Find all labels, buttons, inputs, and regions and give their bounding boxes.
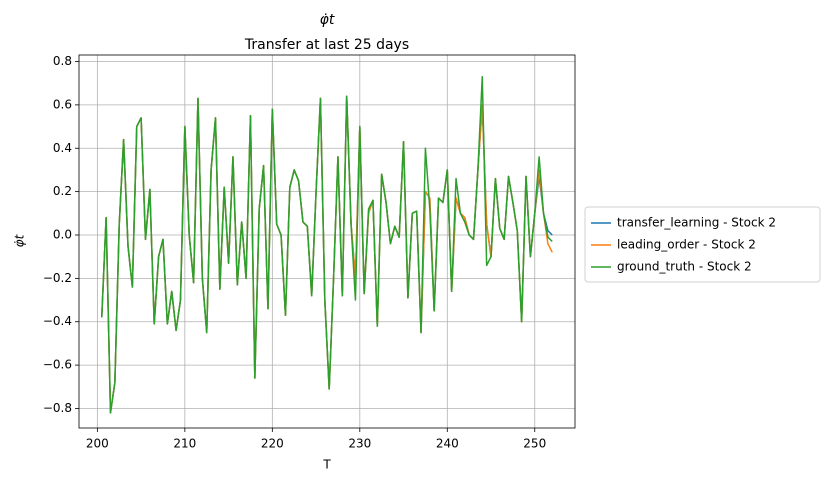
x-axis-label: T bbox=[322, 458, 331, 472]
x-tick-label: 240 bbox=[436, 437, 459, 451]
y-tick-label: 0.8 bbox=[53, 54, 72, 68]
x-tick-label: 210 bbox=[173, 437, 196, 451]
y-axis-label: φ̇t bbox=[13, 233, 27, 247]
legend-label: leading_order - Stock 2 bbox=[617, 238, 756, 252]
legend-label: ground_truth - Stock 2 bbox=[617, 260, 752, 274]
y-tick-label: 0.6 bbox=[53, 97, 72, 111]
legend-box bbox=[584, 206, 821, 283]
plot-frame bbox=[78, 54, 576, 429]
y-tick-label: −0.8 bbox=[43, 401, 72, 415]
x-tick-label: 200 bbox=[86, 437, 109, 451]
y-tick-label: −0.6 bbox=[43, 358, 72, 372]
y-tick-label: −0.4 bbox=[43, 314, 72, 328]
y-tick-label: −0.2 bbox=[43, 271, 72, 285]
x-tick-label: 230 bbox=[348, 437, 371, 451]
x-tick-label: 220 bbox=[261, 437, 284, 451]
series-line bbox=[100, 75, 553, 414]
x-tick-label: 250 bbox=[523, 437, 546, 451]
y-tick-label: 0.0 bbox=[53, 227, 72, 241]
chart-title: φ̇t bbox=[320, 12, 335, 28]
legend-label: transfer_learning - Stock 2 bbox=[617, 216, 776, 230]
y-tick-label: 0.2 bbox=[53, 184, 72, 198]
y-tick-label: 0.4 bbox=[53, 141, 72, 155]
chart-subtitle: Transfer at last 25 days bbox=[244, 37, 409, 53]
